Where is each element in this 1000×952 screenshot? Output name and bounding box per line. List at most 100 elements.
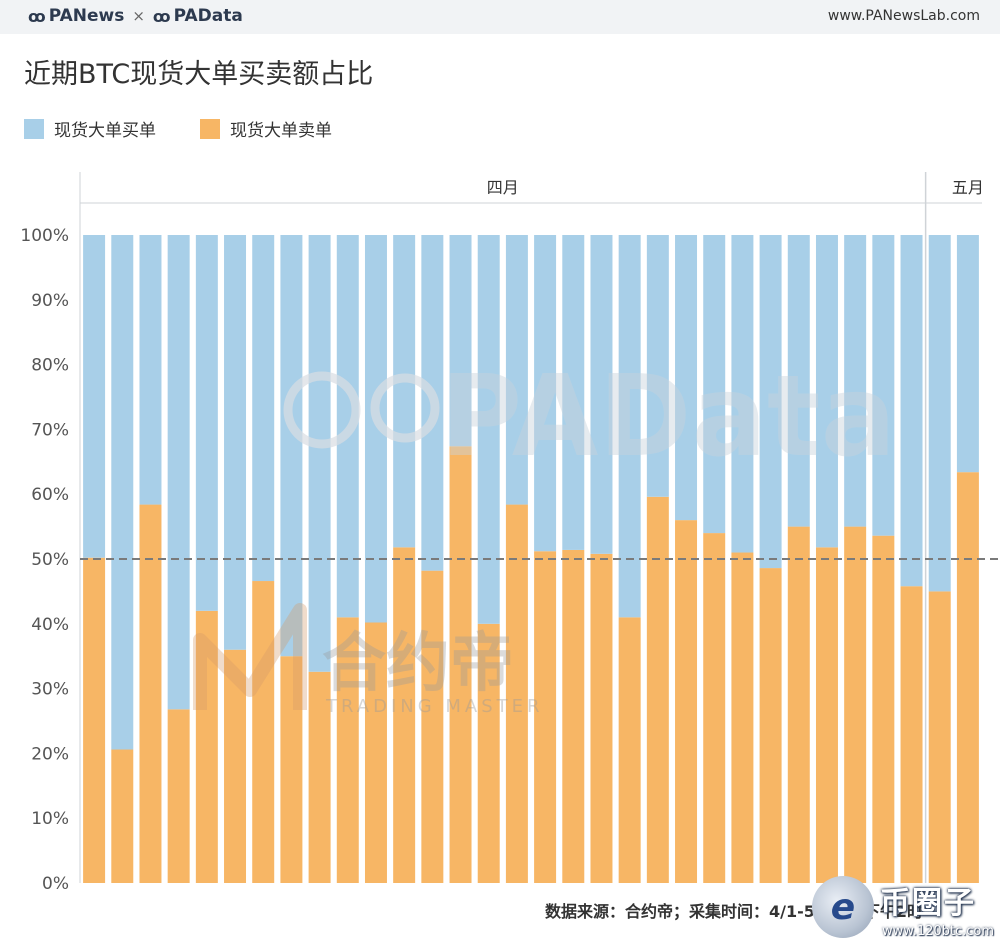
- bar-sell: [646, 496, 669, 883]
- bar-buy: [928, 235, 951, 592]
- bar-buy: [83, 235, 106, 558]
- bar-sell: [195, 610, 218, 883]
- bar-buy: [590, 235, 613, 554]
- chart-title: 近期BTC现货大单买卖额占比: [24, 59, 374, 90]
- brand-separator: ×: [132, 7, 145, 25]
- watermark-trading-master-icon: [193, 603, 307, 710]
- bar-sell: [618, 617, 641, 883]
- y-tick-label: 60%: [31, 485, 69, 505]
- bar-buy: [364, 235, 387, 623]
- bar-sell: [787, 526, 810, 883]
- bar-sell: [224, 649, 247, 883]
- legend-swatch-sell: [200, 118, 220, 139]
- bar-sell: [731, 552, 754, 883]
- month-label: 四月: [487, 178, 519, 197]
- y-tick-label: 30%: [31, 680, 69, 700]
- top-bar: ꝏ PANews × ꝏ PAData www.PANewsLab.com: [0, 0, 1000, 34]
- watermark-logo-icon: [370, 373, 440, 443]
- bar-buy: [956, 235, 979, 473]
- bar-sell: [590, 553, 613, 883]
- bar-buy: [731, 235, 754, 553]
- corner-logo-url: www.120btc.com: [882, 924, 995, 939]
- y-tick-label: 100%: [20, 226, 69, 246]
- legend-item-buy: 现货大单买单: [24, 116, 156, 141]
- bar-buy: [224, 235, 247, 650]
- bar-sell: [505, 504, 528, 883]
- panews-brand: PANews: [48, 6, 125, 26]
- bar-buy: [703, 235, 726, 534]
- bar-buy: [393, 235, 416, 548]
- bar-buy: [195, 235, 218, 611]
- bar-sell: [139, 504, 162, 883]
- padata-brand: PAData: [173, 6, 243, 26]
- watermark-brand-cn: 合约帝: [322, 627, 514, 701]
- bar-buy: [111, 235, 134, 750]
- bar-buy: [449, 235, 472, 447]
- y-tick-label: 70%: [31, 420, 69, 440]
- bar-buy: [646, 235, 669, 497]
- site-url: www.PANewsLab.com: [827, 8, 980, 24]
- bar-buy: [900, 235, 923, 587]
- y-tick-label: 90%: [31, 291, 69, 311]
- bar-buy: [505, 235, 528, 505]
- bar-sell: [111, 749, 134, 883]
- chart-area: 四月 五月 0% 10% 20% 30% 40% 50% 60% 70% 80% 90% 100% PA…: [20, 172, 1000, 894]
- y-tick-label: 10%: [31, 809, 69, 829]
- bar-sell: [421, 570, 444, 883]
- bar-sell: [336, 617, 359, 883]
- bar-buy: [139, 235, 162, 505]
- bar-sell: [815, 547, 838, 883]
- bar-buy: [252, 235, 275, 582]
- bar-buy: [477, 235, 500, 624]
- corner-logo: e 币圈子 www.120btc.com: [808, 866, 1000, 952]
- bar-sell: [759, 568, 782, 883]
- bar-buy: [167, 235, 190, 710]
- legend-label-buy: 现货大单买单: [54, 121, 156, 141]
- bar-sell: [167, 709, 190, 883]
- bar-sell: [956, 472, 979, 883]
- bar-sell: [308, 671, 331, 883]
- bar-sell: [83, 557, 106, 883]
- bar-buy: [534, 235, 557, 552]
- watermark-padata: PAData: [440, 352, 896, 482]
- corner-logo-icon: e: [812, 876, 874, 938]
- corner-logo-name: 币圈子: [880, 886, 976, 921]
- bar-sell: [900, 586, 923, 883]
- panews-logo-icon: ꝏ: [28, 6, 46, 26]
- y-tick-label: 50%: [31, 550, 69, 570]
- bar-buy: [675, 235, 698, 521]
- bar-buy: [308, 235, 331, 672]
- legend: 现货大单买单 现货大单卖单: [24, 116, 376, 141]
- bar-sell: [844, 526, 867, 883]
- bar-sell: [534, 551, 557, 883]
- bar-sell: [280, 656, 303, 883]
- bar-sell: [477, 623, 500, 883]
- padata-logo-icon: ꝏ: [152, 6, 171, 26]
- bar-buy: [280, 235, 303, 657]
- watermark-logo-icon: [283, 371, 361, 449]
- bar-buy: [787, 235, 810, 527]
- bar-sell: [703, 533, 726, 883]
- y-tick-label: 80%: [31, 356, 69, 376]
- y-tick-label: 40%: [31, 615, 69, 635]
- bar-buy: [872, 235, 895, 536]
- watermark-brand-en: TRADING MASTER: [325, 696, 544, 717]
- bar-buy: [759, 235, 782, 569]
- bar-buy: [618, 235, 641, 618]
- legend-label-sell: 现货大单卖单: [230, 121, 332, 141]
- legend-item-sell: 现货大单卖单: [200, 116, 332, 141]
- axis-layer: 四月 五月 0% 10% 20% 30% 40% 50% 60% 70% 80% 90% 100%: [20, 172, 1000, 894]
- bar-sell: [449, 446, 472, 883]
- bar-buy: [815, 235, 838, 548]
- bars-layer: [83, 235, 979, 883]
- y-tick-label: 20%: [31, 744, 69, 764]
- bar-sell: [364, 622, 387, 883]
- bar-sell: [675, 520, 698, 883]
- month-label: 五月: [952, 178, 984, 197]
- bar-buy: [562, 235, 585, 550]
- bar-buy: [844, 235, 867, 527]
- brand-logos: ꝏ PANews × ꝏ PAData: [28, 6, 243, 26]
- legend-swatch-buy: [24, 118, 44, 139]
- bar-sell: [252, 581, 275, 883]
